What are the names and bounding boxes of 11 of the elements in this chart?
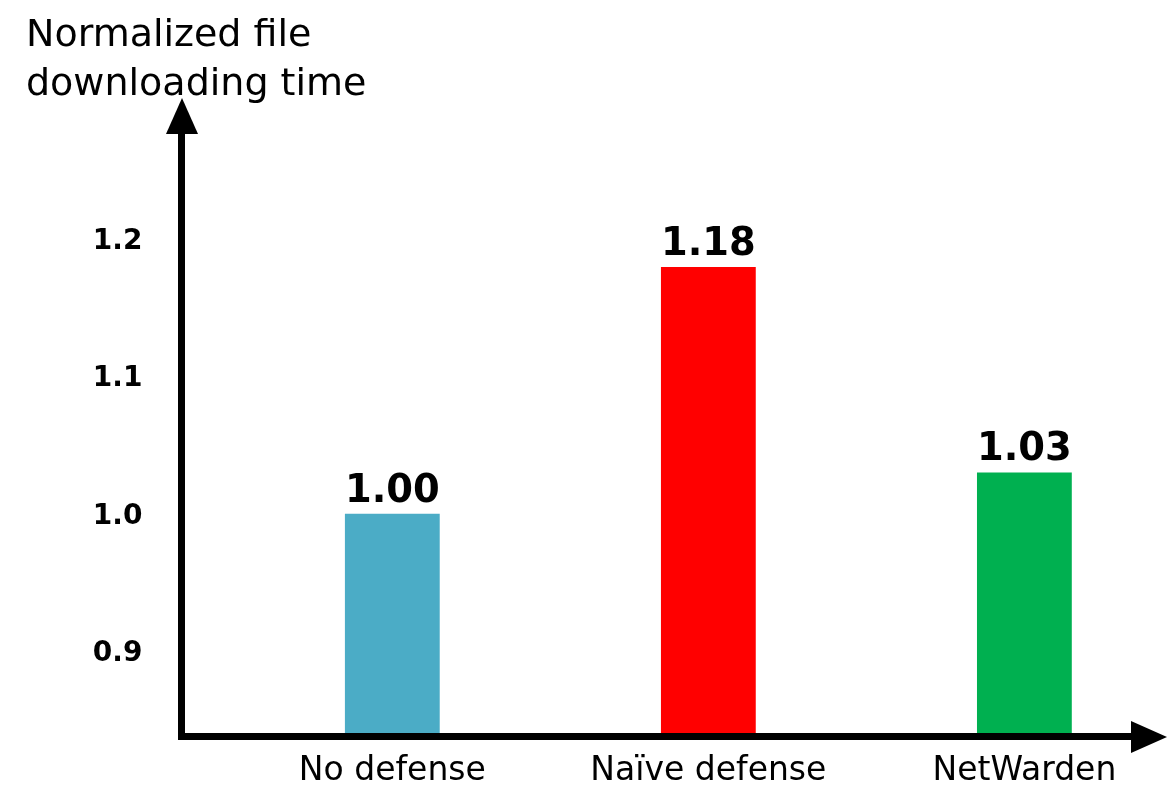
y-tick-label: 1.2 [92, 223, 143, 257]
data-label: 1.03 [977, 424, 1072, 470]
x-tick-label: No defense [298, 748, 486, 788]
y-tick-label: 1.0 [92, 497, 143, 531]
x-tick-label: NetWarden [932, 748, 1117, 788]
y-tick-label: 1.1 [92, 360, 143, 394]
y-axis-title: Normalized file downloading time [26, 11, 367, 105]
data-label: 1.18 [660, 218, 756, 264]
data-label: 1.00 [344, 465, 440, 511]
y-tick-label: 0.9 [92, 634, 143, 668]
x-tick-label: Naïve defense [590, 748, 827, 788]
